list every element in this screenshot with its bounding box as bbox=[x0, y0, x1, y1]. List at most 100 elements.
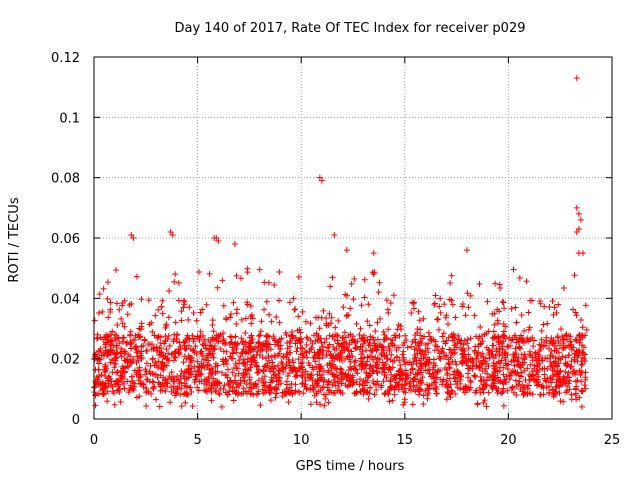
data-point bbox=[326, 332, 333, 339]
data-point bbox=[362, 377, 369, 384]
data-point bbox=[290, 364, 297, 371]
data-point bbox=[267, 346, 274, 353]
data-point bbox=[514, 358, 521, 365]
data-point bbox=[444, 383, 451, 390]
data-point bbox=[336, 387, 343, 394]
data-point bbox=[524, 365, 531, 372]
data-point bbox=[159, 380, 166, 387]
data-point bbox=[578, 403, 585, 410]
data-point bbox=[296, 326, 303, 333]
data-point bbox=[187, 384, 194, 391]
data-point bbox=[331, 346, 338, 353]
data-point bbox=[511, 362, 518, 369]
data-point bbox=[361, 338, 368, 345]
data-point bbox=[94, 376, 101, 383]
data-point bbox=[489, 351, 496, 358]
data-point bbox=[552, 354, 559, 361]
data-point bbox=[297, 344, 304, 351]
data-point bbox=[303, 341, 310, 348]
data-point bbox=[420, 355, 427, 362]
data-point bbox=[131, 336, 138, 343]
data-point bbox=[119, 363, 126, 370]
data-point bbox=[390, 375, 397, 382]
data-point bbox=[244, 265, 251, 272]
data-point bbox=[329, 274, 336, 281]
data-point bbox=[481, 383, 488, 390]
data-point bbox=[293, 372, 300, 379]
data-point bbox=[578, 362, 585, 369]
data-point bbox=[513, 370, 520, 377]
data-point bbox=[467, 377, 474, 384]
data-point bbox=[180, 373, 187, 380]
data-point bbox=[515, 355, 522, 362]
data-point bbox=[443, 396, 450, 403]
data-point bbox=[522, 377, 529, 384]
data-point bbox=[425, 329, 432, 336]
data-point bbox=[494, 389, 501, 396]
data-point bbox=[141, 337, 148, 344]
data-point bbox=[116, 306, 123, 313]
data-point bbox=[538, 327, 545, 334]
data-point bbox=[510, 266, 517, 273]
data-point bbox=[263, 298, 270, 305]
data-point bbox=[270, 368, 277, 375]
data-point bbox=[449, 349, 456, 356]
data-point bbox=[186, 362, 193, 369]
data-point bbox=[210, 375, 217, 382]
data-point bbox=[443, 337, 450, 344]
data-point bbox=[483, 360, 490, 367]
data-point bbox=[450, 346, 457, 353]
data-point bbox=[198, 378, 205, 385]
data-point bbox=[479, 350, 486, 357]
data-point bbox=[151, 383, 158, 390]
data-point bbox=[426, 370, 433, 377]
data-point bbox=[550, 393, 557, 400]
data-point bbox=[360, 332, 367, 339]
data-point bbox=[241, 341, 248, 348]
data-point bbox=[559, 333, 566, 340]
data-point bbox=[425, 386, 432, 393]
data-point bbox=[516, 344, 523, 351]
data-point bbox=[371, 391, 378, 398]
data-point bbox=[367, 342, 374, 349]
data-point bbox=[249, 315, 256, 322]
data-point bbox=[114, 387, 121, 394]
data-point bbox=[321, 339, 328, 346]
data-point bbox=[566, 377, 573, 384]
data-point bbox=[519, 359, 526, 366]
data-point bbox=[315, 334, 322, 341]
data-point bbox=[149, 370, 156, 377]
data-point bbox=[282, 329, 289, 336]
data-point bbox=[256, 339, 263, 346]
data-point bbox=[330, 371, 337, 378]
data-point bbox=[159, 310, 166, 317]
data-point bbox=[447, 394, 454, 401]
data-point bbox=[374, 381, 381, 388]
data-point bbox=[504, 352, 511, 359]
data-point bbox=[240, 369, 247, 376]
data-point bbox=[489, 385, 496, 392]
data-point bbox=[299, 359, 306, 366]
data-point bbox=[314, 371, 321, 378]
data-point bbox=[490, 328, 497, 335]
data-point bbox=[544, 365, 551, 372]
data-point bbox=[150, 379, 157, 386]
data-point bbox=[440, 349, 447, 356]
data-point bbox=[95, 309, 102, 316]
data-point bbox=[424, 391, 431, 398]
data-point bbox=[370, 250, 377, 257]
data-point bbox=[104, 398, 111, 405]
data-point bbox=[514, 369, 521, 376]
data-point bbox=[253, 391, 260, 398]
data-point bbox=[537, 298, 544, 305]
data-point bbox=[181, 390, 188, 397]
data-point bbox=[411, 299, 418, 306]
data-point bbox=[571, 272, 578, 279]
grid bbox=[94, 57, 612, 419]
data-point bbox=[149, 328, 156, 335]
data-point bbox=[458, 337, 465, 344]
data-point bbox=[530, 337, 537, 344]
data-point bbox=[431, 379, 438, 386]
data-point bbox=[570, 306, 577, 313]
data-point bbox=[155, 306, 162, 313]
